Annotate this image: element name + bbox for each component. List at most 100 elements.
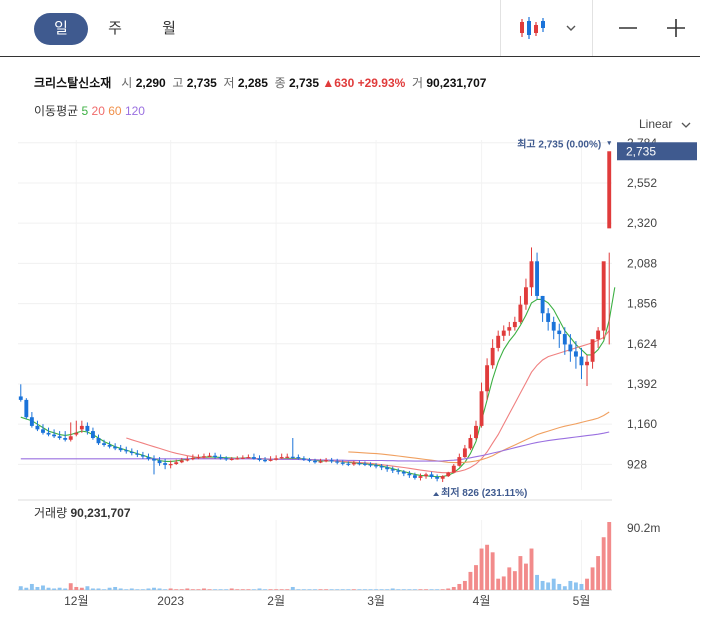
- volume-bar: [346, 589, 351, 590]
- x-tick-label: 2023: [157, 594, 184, 608]
- volume-bar: [557, 583, 562, 590]
- minus-icon[interactable]: [618, 19, 638, 37]
- volume-bar: [540, 580, 545, 590]
- candle-body: [196, 457, 201, 459]
- y-tick-label: 2,088: [627, 256, 657, 270]
- candle-body: [585, 361, 589, 366]
- open-value: 2,290: [135, 76, 166, 90]
- candle-body: [401, 471, 406, 474]
- x-tick-label: 2월: [267, 594, 285, 608]
- close-label: 종: [274, 76, 286, 90]
- volume-bar: [296, 589, 301, 590]
- candle-body: [174, 462, 179, 465]
- volume-bar: [363, 589, 367, 590]
- y-tick-label: 2,552: [627, 176, 657, 190]
- candle-body: [529, 261, 534, 288]
- candle-body: [324, 460, 329, 462]
- volume-bar: [107, 587, 112, 590]
- volume-bars: [18, 522, 612, 590]
- volume-bar: [590, 567, 595, 590]
- volume-title-value: 90,231,707: [70, 506, 130, 520]
- y-tick-label: 1,392: [627, 377, 657, 391]
- volume-bar: [585, 578, 589, 590]
- candle-body: [218, 457, 223, 459]
- candle-body: [596, 330, 601, 340]
- volume-bar: [324, 589, 329, 590]
- volume-bar: [207, 589, 212, 590]
- volume-label: 거: [411, 76, 424, 90]
- candle-body: [202, 456, 206, 458]
- volume-bar: [140, 589, 145, 590]
- candle-body: [446, 472, 451, 477]
- tab-daily[interactable]: 일: [34, 13, 88, 45]
- volume-bar: [535, 574, 539, 590]
- chevron-down-icon: [681, 122, 691, 128]
- close-value: 2,735: [288, 76, 319, 90]
- ma120-line: [20, 431, 610, 462]
- candle-body: [268, 459, 273, 461]
- volume-bar: [401, 589, 406, 590]
- ma5-line: [20, 287, 616, 478]
- candle-body: [24, 399, 29, 418]
- moving-average-legend: 이동평균 5 20 60 120: [34, 102, 145, 119]
- y-tick-label: 928: [627, 457, 647, 471]
- candle-body: [579, 356, 584, 366]
- y-tick-label: 1,856: [627, 297, 657, 311]
- volume-axis-label: 90.2m: [627, 521, 660, 535]
- candle-body: [279, 457, 284, 459]
- volume-bar: [202, 588, 206, 590]
- candlesticks: [18, 151, 612, 483]
- ma20-label: 20: [91, 104, 105, 118]
- ma120-label: 120: [124, 104, 145, 118]
- candle-body: [390, 469, 395, 471]
- volume-bar: [263, 589, 267, 590]
- volume-bar: [63, 588, 68, 590]
- candle-body: [329, 460, 334, 462]
- candlestick-icon[interactable]: [518, 16, 548, 40]
- volume-bar: [318, 589, 323, 590]
- volume-bar: [240, 589, 245, 590]
- volume-value: 90,231,707: [426, 76, 487, 90]
- candle-body: [518, 304, 523, 322]
- tab-weekly[interactable]: 주: [108, 20, 122, 37]
- candle-body: [468, 438, 473, 449]
- candle-body: [496, 335, 501, 348]
- plus-icon[interactable]: [666, 18, 686, 38]
- candle-body: [229, 458, 234, 461]
- candle-body: [462, 448, 467, 458]
- open-label: 시: [121, 76, 133, 90]
- volume-bar: [213, 589, 218, 590]
- current-price-label: 2,735: [626, 144, 656, 158]
- candle-body: [135, 453, 140, 455]
- max-price-annotation: 최고 2,735 (0.00%): [517, 137, 601, 150]
- volume-bar: [518, 556, 523, 590]
- candle-body: [601, 261, 606, 331]
- volume-bar: [412, 589, 417, 590]
- volume-bar: [163, 589, 168, 590]
- volume-bar: [307, 589, 312, 590]
- volume-bar: [512, 571, 517, 590]
- change-value: ▲630: [322, 76, 355, 90]
- tab-monthly[interactable]: 월: [162, 20, 176, 37]
- volume-bar: [196, 589, 201, 590]
- candle-body: [140, 455, 145, 457]
- candle-body: [285, 456, 290, 458]
- scale-mode-select[interactable]: Linear: [639, 117, 691, 131]
- volume-bar: [146, 588, 151, 590]
- chevron-down-icon[interactable]: [565, 20, 577, 31]
- candle-body: [307, 459, 312, 461]
- candle-body: [118, 448, 123, 451]
- candle-body: [46, 432, 51, 435]
- volume-bar: [451, 586, 456, 590]
- candle-body: [57, 436, 62, 439]
- volume-bar: [468, 571, 473, 590]
- candle-body: [607, 151, 612, 229]
- volume-bar: [435, 589, 440, 590]
- candle-body: [240, 457, 245, 459]
- volume-bar: [374, 589, 379, 590]
- volume-bar: [340, 589, 345, 590]
- candle-body: [340, 462, 345, 464]
- candle-body: [551, 321, 556, 331]
- volume-bar: [301, 589, 306, 590]
